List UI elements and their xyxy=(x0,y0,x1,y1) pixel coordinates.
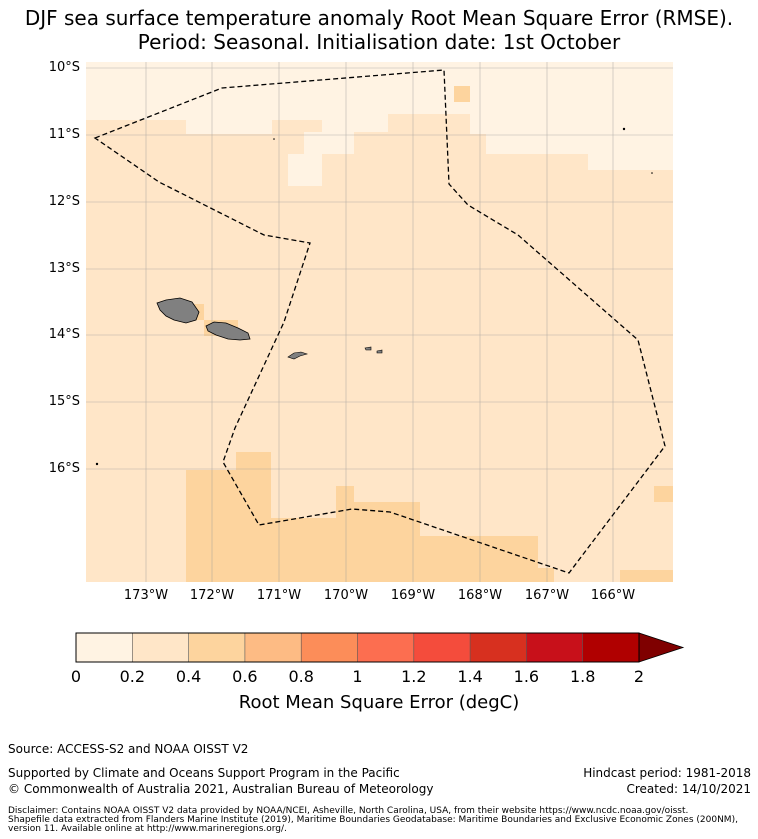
lat-label: 11°S xyxy=(48,127,80,142)
colorbar-bin-8 xyxy=(470,633,527,662)
lon-label: 172°W xyxy=(189,588,235,603)
manua-island-1 xyxy=(364,346,372,351)
chart-title-line-1: DJF sea surface temperature anomaly Root… xyxy=(24,6,734,30)
lon-label: 173°W xyxy=(123,588,169,603)
colorbar-bin-5 xyxy=(301,633,358,662)
colorbar-bin-4 xyxy=(244,633,302,662)
colorbar-bin-1 xyxy=(76,633,133,662)
lon-label: 168°W xyxy=(457,588,503,603)
lon-label: 166°W xyxy=(590,588,636,603)
colorbar-tick-label: 0.6 xyxy=(232,667,258,686)
colorbar-tick-label: 2 xyxy=(633,667,645,686)
colorbar-tick-label: 1.2 xyxy=(401,667,427,686)
lon-label: 169°W xyxy=(390,588,436,603)
lat-label: 14°S xyxy=(48,327,80,342)
disclaimer-line-1: Disclaimer: Contains NOAA OISST V2 data … xyxy=(8,806,689,816)
lon-label: 167°W xyxy=(524,588,570,603)
map-gridlines xyxy=(86,62,673,582)
lat-label: 13°S xyxy=(48,261,80,276)
lon-label: 170°W xyxy=(323,588,369,603)
small-island-nw xyxy=(273,138,275,140)
colorbar-tick-label: 0.8 xyxy=(288,667,314,686)
colorbar-frame xyxy=(75,632,640,663)
colorbar-bin-10 xyxy=(582,633,639,662)
source-text: Source: ACCESS-S2 and NOAA OISST V2 xyxy=(8,742,249,756)
colorbar xyxy=(75,632,685,663)
small-island-swains xyxy=(622,127,626,131)
colorbar-bin-7 xyxy=(413,633,471,662)
disclaimer-line-2: Shapefile data extracted from Flanders M… xyxy=(8,815,738,825)
disclaimer-line-3: version 11. Available online at http://w… xyxy=(8,824,287,834)
created-date: Created: 14/10/2021 xyxy=(626,782,751,796)
map-canvas xyxy=(75,62,685,663)
lat-label: 12°S xyxy=(48,194,80,209)
tutuila-island xyxy=(287,351,309,360)
supported-text: Supported by Climate and Oceans Support … xyxy=(8,766,400,780)
savaii-island xyxy=(156,297,200,324)
manua-island-2 xyxy=(376,349,383,354)
chart-title-line-2: Period: Seasonal. Initialisation date: 1… xyxy=(137,30,621,54)
colorbar-bin-6 xyxy=(357,633,414,662)
colorbar-bin-3 xyxy=(188,633,245,662)
colorbar-tick-label: 0 xyxy=(70,667,82,686)
rmse-mid-patches xyxy=(186,86,673,582)
colorbar-extend-arrow xyxy=(638,632,685,663)
eez-boundary xyxy=(93,69,666,574)
small-island-southwest xyxy=(95,462,99,466)
lon-label: 171°W xyxy=(256,588,302,603)
copyright-text: © Commonwealth of Australia 2021, Austra… xyxy=(8,782,434,796)
lat-label: 10°S xyxy=(48,60,80,75)
lat-label: 15°S xyxy=(48,394,80,409)
small-island-east xyxy=(651,172,653,174)
lat-label: 16°S xyxy=(48,461,80,476)
hindcast-period: Hindcast period: 1981-2018 xyxy=(583,766,751,780)
colorbar-tick-label: 1.4 xyxy=(457,667,483,686)
upolu-island xyxy=(205,321,251,341)
colorbar-bin-9 xyxy=(526,633,583,662)
colorbar-tick-label: 0.2 xyxy=(119,667,146,686)
colorbar-tick-label: 1.8 xyxy=(569,667,596,686)
colorbar-tick-label: 0.4 xyxy=(175,667,202,686)
colorbar-label: Root Mean Square Error (degC) xyxy=(238,692,520,713)
colorbar-tick-label: 1.6 xyxy=(513,667,540,686)
colorbar-bin-2 xyxy=(132,633,189,662)
colorbar-tick-label: 1 xyxy=(352,667,363,686)
rmse-low-patches xyxy=(86,62,673,186)
